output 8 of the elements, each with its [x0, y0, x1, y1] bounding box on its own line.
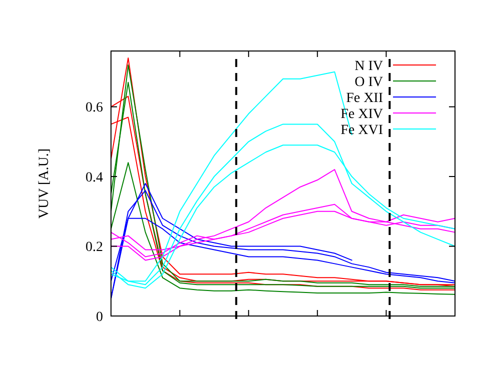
y-tick-label: 0	[96, 310, 103, 325]
y-tick-label: 0.2	[86, 240, 103, 256]
legend-label: N IV	[354, 58, 383, 74]
legend-label: Fe XII	[346, 90, 384, 106]
legend-label: O IV	[354, 74, 383, 90]
y-axis-title: VUV [A.U.]	[37, 148, 52, 219]
y-tick-label: 0.6	[86, 100, 103, 116]
y-tick-label: 0.4	[86, 170, 103, 186]
